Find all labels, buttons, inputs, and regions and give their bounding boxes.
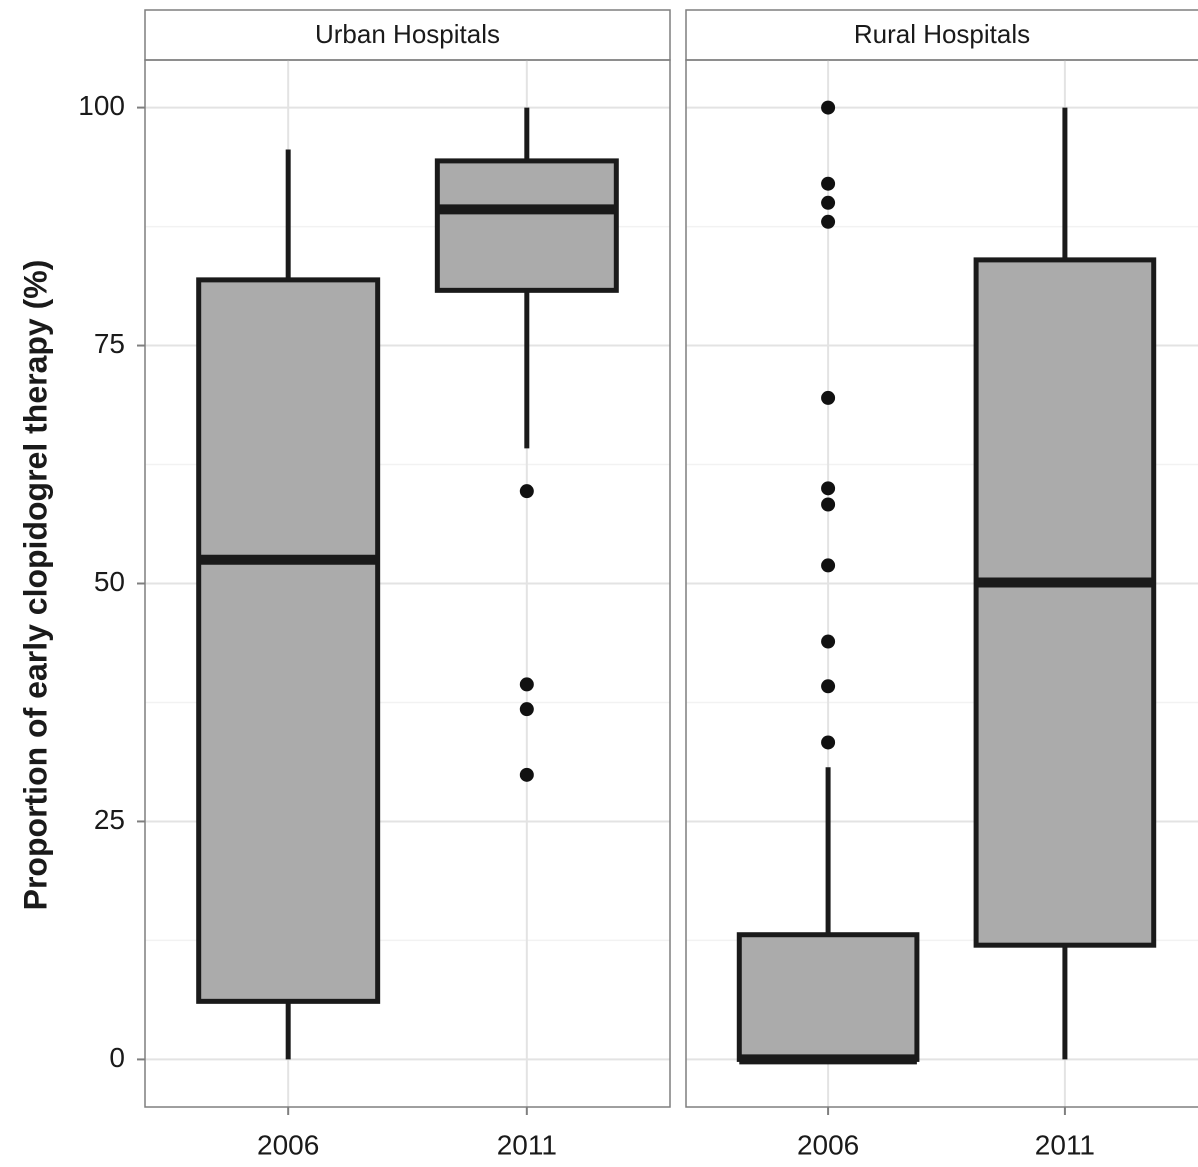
outlier xyxy=(821,100,836,115)
box xyxy=(434,158,619,293)
outlier xyxy=(519,677,534,692)
strip-title: Rural Hospitals xyxy=(854,19,1030,49)
outlier xyxy=(519,767,534,782)
outlier xyxy=(821,390,836,405)
panel-border xyxy=(144,59,671,1108)
outlier xyxy=(821,481,836,496)
outlier xyxy=(821,735,836,750)
box xyxy=(736,932,920,1062)
outlier xyxy=(821,558,836,573)
y-tick-label: 25 xyxy=(94,804,125,835)
x-tick-label: 2011 xyxy=(497,1129,557,1160)
outlier xyxy=(821,176,836,191)
box xyxy=(196,277,381,1004)
strip-title: Urban Hospitals xyxy=(315,19,500,49)
y-tick-label: 100 xyxy=(78,90,125,121)
outlier xyxy=(821,679,836,694)
strip-background xyxy=(144,9,671,61)
y-tick-label: 75 xyxy=(94,328,125,359)
outlier xyxy=(519,484,534,499)
x-tick-label: 2011 xyxy=(1035,1129,1095,1160)
box xyxy=(973,257,1157,948)
outlier xyxy=(519,702,534,717)
x-tick-label: 2006 xyxy=(797,1129,859,1160)
outlier xyxy=(821,634,836,649)
outlier xyxy=(821,195,836,210)
outlier xyxy=(821,214,836,229)
y-axis-label: Proportion of early clopidogrel therapy … xyxy=(17,260,53,911)
outlier xyxy=(821,497,836,512)
x-tick-label: 2006 xyxy=(257,1129,319,1160)
y-tick-label: 0 xyxy=(109,1042,125,1073)
strip-background xyxy=(685,9,1198,61)
panel-border xyxy=(685,59,1198,1108)
y-tick-label: 50 xyxy=(94,566,125,597)
